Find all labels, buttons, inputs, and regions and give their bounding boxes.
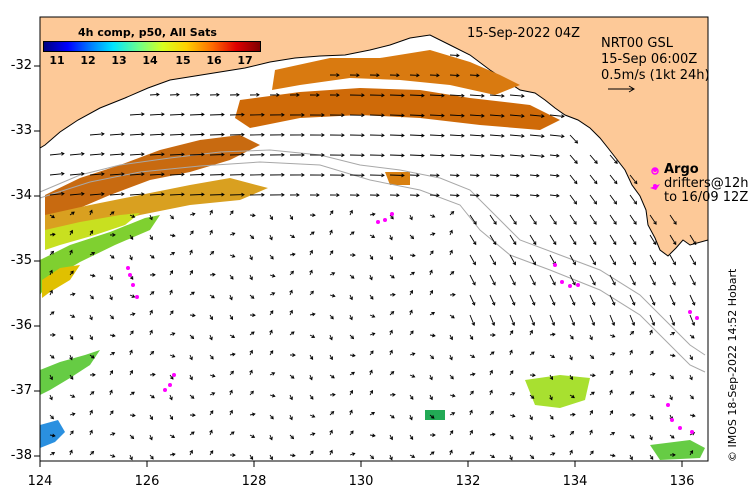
lon-tick: 126 — [134, 474, 160, 489]
lon-tick: 136 — [669, 474, 695, 489]
sst-patches — [40, 50, 705, 460]
legend-drifters-label: drifters@12h — [664, 176, 749, 191]
model-valid-time: 15-Sep 06:00Z — [601, 52, 698, 67]
colorbar-tick: 15 — [175, 54, 191, 67]
colorbar-tick: 14 — [142, 54, 158, 67]
lon-tick: 130 — [348, 474, 374, 489]
lon-tick: 132 — [455, 474, 481, 489]
sst-colorbar — [43, 41, 261, 52]
lat-tick: -34 — [10, 188, 32, 203]
bathymetry-contour — [39, 149, 706, 356]
imos-credit: © IMOS 18-Sep-2022 14:52 Hobart — [726, 268, 739, 462]
colorbar-tick: 16 — [206, 54, 222, 67]
map-date: 15-Sep-2022 04Z — [467, 26, 581, 41]
axis-ticks — [34, 65, 683, 467]
lat-tick: -37 — [10, 383, 32, 398]
model-name: NRT00 GSL — [601, 36, 673, 51]
map-frame — [39, 16, 709, 462]
lon-tick: 134 — [562, 474, 588, 489]
colorbar-tick: 12 — [80, 54, 96, 67]
legend-drifters-date: to 16/09 12Z — [664, 190, 749, 205]
lat-tick: -38 — [10, 448, 32, 463]
lon-tick: 128 — [241, 474, 267, 489]
lat-tick: -35 — [10, 253, 32, 268]
colorbar-tick: 17 — [237, 54, 253, 67]
vector-scale-label: 0.5m/s (1kt 24h) — [601, 68, 710, 83]
legend-argo-label: Argo — [664, 162, 699, 177]
current-vectors — [49, 53, 697, 461]
lon-tick: 124 — [27, 474, 53, 489]
legend-argo-marker — [650, 167, 660, 190]
colorbar-tick: 13 — [111, 54, 127, 67]
bathymetry-contour-2 — [39, 161, 706, 373]
lat-tick: -32 — [10, 58, 32, 73]
colorbar-tick: 11 — [49, 54, 65, 67]
lat-tick: -33 — [10, 123, 32, 138]
scale-arrow — [608, 85, 635, 93]
colorbar-title: 4h comp, p50, All Sats — [78, 26, 217, 39]
lat-tick: -36 — [10, 318, 32, 333]
